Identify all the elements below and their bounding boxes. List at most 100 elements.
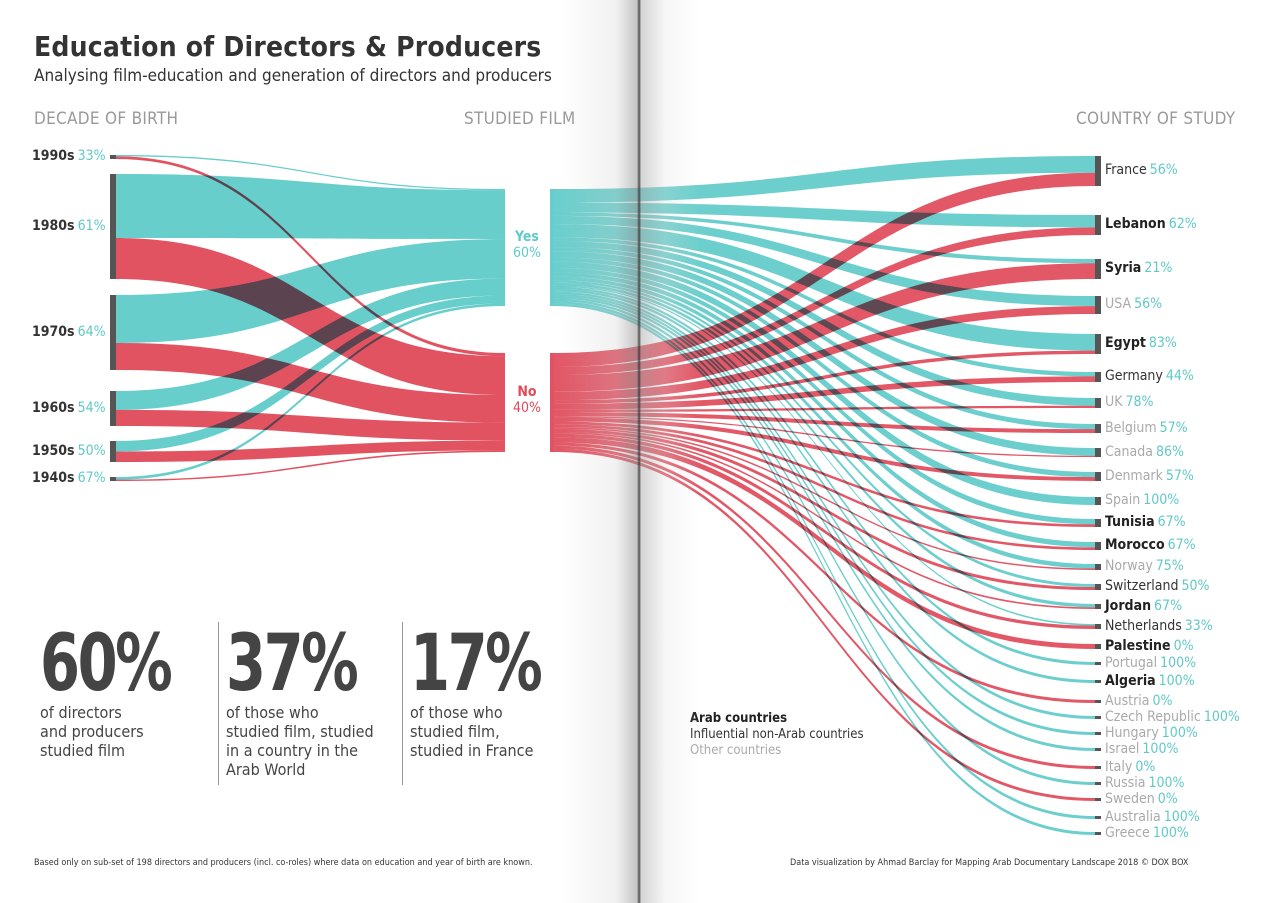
country-pct: 75%	[1155, 558, 1184, 574]
decade-name: 1940s	[32, 470, 75, 486]
studied-film-name: Yes	[515, 228, 539, 245]
footer-note: Based only on sub-set of 198 directors a…	[34, 858, 533, 868]
decade-name: 1980s	[32, 217, 75, 234]
country-label: Czech Republic 100%	[1105, 709, 1240, 725]
country-node-greece	[1095, 832, 1101, 835]
flow-yes-germany	[554, 237, 1095, 377]
country-node-hungary	[1095, 732, 1101, 735]
decade-pct: 50%	[77, 442, 106, 459]
decade-node-1960s	[110, 391, 116, 426]
country-node-algeria	[1095, 680, 1101, 683]
country-pct: 78%	[1125, 394, 1154, 410]
stat-france: 17% of those who studied film, studied i…	[410, 625, 569, 760]
studied-film-label-yes: Yes 60%	[507, 229, 547, 261]
decade-pct: 54%	[77, 399, 106, 416]
country-label: Norway 75%	[1105, 558, 1184, 574]
flow-yes-belgium	[554, 247, 1095, 430]
decade-name: 1990s	[32, 148, 75, 164]
flow-yes-jordan	[554, 282, 1095, 608]
flow-yes-norway	[554, 276, 1095, 569]
country-name: Russia	[1105, 774, 1146, 791]
country-node-tunisia	[1095, 519, 1101, 527]
stat-value: 60%	[40, 619, 173, 709]
country-label: Sweden 0%	[1105, 791, 1178, 807]
country-node-sweden	[1095, 798, 1101, 801]
country-name: USA	[1105, 296, 1132, 312]
country-pct: 0%	[1157, 790, 1178, 807]
country-pct: 100%	[1163, 808, 1200, 825]
country-node-portugal	[1095, 662, 1101, 665]
flow-1960s-yes	[116, 278, 505, 410]
country-name: Israel	[1105, 740, 1140, 757]
country-pct: 62%	[1168, 216, 1197, 232]
country-node-switzerland	[1095, 584, 1101, 590]
flow-no-netherlands	[554, 433, 1095, 629]
stat-studied-film: 60% of directors and producers studied f…	[40, 625, 199, 760]
flow-no-tunisia	[554, 421, 1095, 527]
country-pct: 21%	[1144, 260, 1173, 276]
country-label: Tunisia 67%	[1105, 514, 1186, 530]
country-node-usa	[1095, 296, 1101, 314]
country-node-spain	[1095, 497, 1101, 505]
country-node-netherlands	[1095, 624, 1101, 629]
country-label: Canada 86%	[1105, 444, 1184, 460]
country-name: Sweden	[1105, 790, 1155, 807]
stat-description: of those who studied film, studied in a …	[226, 703, 374, 779]
country-label: Australia 100%	[1105, 809, 1200, 825]
flow-1980s-no	[116, 238, 505, 396]
country-name: Egypt	[1105, 335, 1146, 351]
flow-1970s-yes	[116, 239, 505, 343]
country-node-australia	[1095, 816, 1101, 819]
decade-name: 1960s	[32, 399, 75, 416]
decade-label: 1950s 50%	[32, 443, 106, 459]
decade-label: 1980s 61%	[32, 218, 106, 234]
country-pct: 56%	[1134, 296, 1163, 312]
decade-node-1970s	[110, 295, 116, 370]
country-pct: 67%	[1157, 514, 1186, 530]
country-name: Belgium	[1105, 419, 1157, 436]
country-name: Spain	[1105, 492, 1141, 508]
country-node-uk	[1095, 398, 1101, 408]
country-pct: 100%	[1143, 492, 1180, 508]
country-node-palestine	[1095, 644, 1101, 649]
country-label: Israel 100%	[1105, 741, 1178, 757]
country-label: Netherlands 33%	[1105, 618, 1213, 634]
flow-no-sweden	[554, 448, 1095, 801]
column-header-studied-film: STUDIED FILM	[464, 109, 576, 129]
country-node-belgium	[1095, 424, 1101, 433]
stat-arab-world: 37% of those who studied film, studied i…	[226, 625, 385, 779]
studied-film-pct: 60%	[513, 244, 541, 261]
legend: Arab countries Influential non-Arab coun…	[690, 711, 864, 759]
footer-credit: Data visualization by Ahmad Barclay for …	[790, 858, 1189, 868]
country-node-france	[1095, 156, 1101, 186]
country-node-lebanon	[1095, 215, 1101, 235]
country-pct: 0%	[1152, 692, 1173, 709]
flow-yes-usa	[554, 215, 1095, 307]
country-pct: 0%	[1173, 637, 1194, 654]
country-pct: 83%	[1148, 335, 1177, 351]
country-pct: 100%	[1148, 774, 1185, 791]
studied-film-pct: 40%	[513, 399, 541, 416]
country-label: Spain 100%	[1105, 492, 1179, 508]
country-name: Jordan	[1105, 597, 1152, 614]
country-label: UK 78%	[1105, 394, 1153, 410]
flow-yes-egypt	[554, 223, 1095, 351]
flow-1950s-no	[116, 440, 505, 462]
country-label: Denmark 57%	[1105, 468, 1194, 484]
page-subtitle: Analysing film-education and generation …	[34, 66, 552, 86]
country-pct: 33%	[1184, 617, 1213, 634]
country-pct: 100%	[1203, 708, 1240, 725]
flow-yes-canada	[554, 251, 1095, 456]
country-node-syria	[1095, 259, 1101, 279]
flow-yes-denmark	[554, 257, 1095, 478]
flow-no-syria	[554, 263, 1095, 392]
country-name: UK	[1105, 394, 1123, 410]
country-node-russia	[1095, 782, 1101, 785]
country-label: Italy 0%	[1105, 759, 1155, 775]
country-pct: 67%	[1154, 597, 1183, 614]
country-name: Netherlands	[1105, 617, 1182, 634]
country-pct: 50%	[1181, 578, 1210, 594]
stat-value: 17%	[410, 619, 543, 709]
country-name: Palestine	[1105, 637, 1171, 654]
